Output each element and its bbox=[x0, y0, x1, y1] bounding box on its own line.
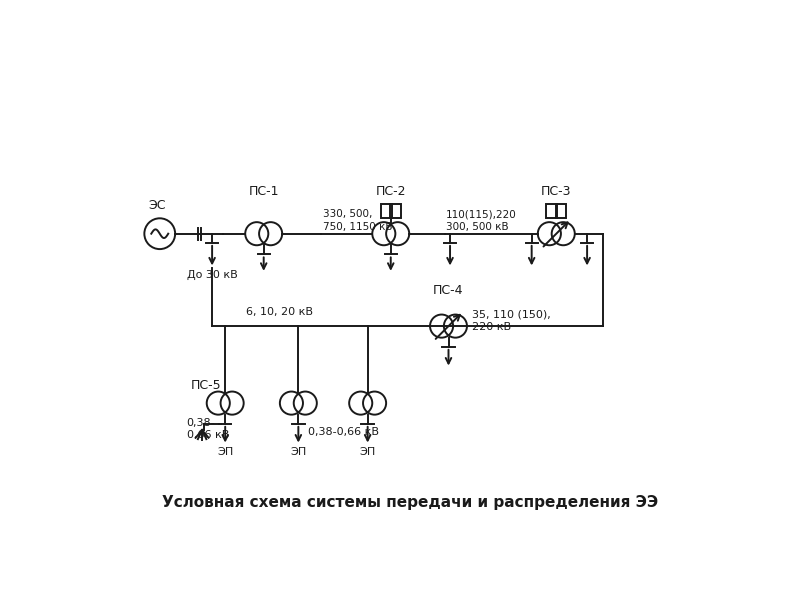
Text: До 30 кВ: До 30 кВ bbox=[186, 271, 238, 280]
Text: 0,38-
0,66 кВ: 0,38- 0,66 кВ bbox=[186, 418, 229, 440]
Bar bbox=[546, 205, 566, 218]
Text: ПС-1: ПС-1 bbox=[249, 185, 279, 198]
Text: ЭП: ЭП bbox=[217, 448, 234, 457]
Text: 0,38-0,66 кВ: 0,38-0,66 кВ bbox=[307, 427, 378, 437]
Text: Условная схема системы передачи и распределения ЭЭ: Условная схема системы передачи и распре… bbox=[162, 495, 658, 510]
Text: ПС-5: ПС-5 bbox=[190, 379, 221, 392]
Text: ПС-3: ПС-3 bbox=[541, 185, 571, 198]
Text: ПС-2: ПС-2 bbox=[375, 185, 406, 198]
Text: 35, 110 (150),
220 кВ: 35, 110 (150), 220 кВ bbox=[472, 310, 550, 332]
Bar bbox=[381, 205, 401, 218]
Text: ЭП: ЭП bbox=[290, 448, 306, 457]
Text: ЭС: ЭС bbox=[148, 199, 166, 212]
Text: 6, 10, 20 кВ: 6, 10, 20 кВ bbox=[246, 307, 313, 317]
Text: ПС-4: ПС-4 bbox=[434, 284, 464, 297]
Text: ЭП: ЭП bbox=[359, 448, 376, 457]
Text: 110(115),220
300, 500 кВ: 110(115),220 300, 500 кВ bbox=[446, 209, 517, 232]
Text: 330, 500,
750, 1150 кВ: 330, 500, 750, 1150 кВ bbox=[323, 209, 393, 232]
